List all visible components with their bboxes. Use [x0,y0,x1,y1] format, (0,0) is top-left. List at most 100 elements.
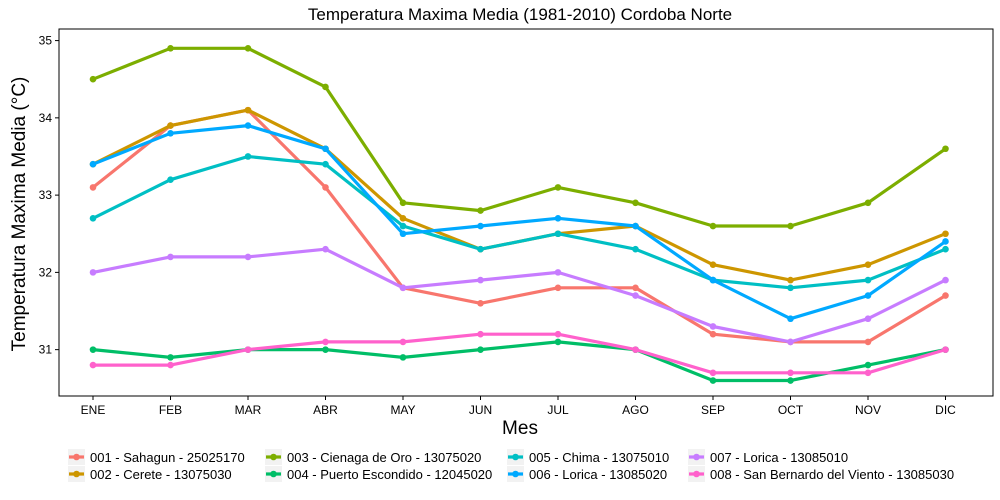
series-line [92,154,947,290]
data-point [787,222,794,230]
data-point [787,369,794,377]
data-point [399,230,407,238]
data-point [89,214,97,222]
legend-label: 004 - Puerto Escondido - 12045020 [287,467,492,482]
data-point [632,292,639,299]
legend-label: 007 - Lorica - 13085010 [710,450,848,465]
data-point [322,83,329,91]
legend-item: 005 - Chima - 13075010 [507,449,669,465]
x-tick-label: OCT [778,403,804,417]
legend-item: 004 - Puerto Escondido - 12045020 [265,466,492,482]
data-point [864,199,872,207]
x-tick-label: SEP [701,403,725,417]
y-tick-label: 35 [39,34,53,48]
data-point [477,346,484,353]
data-point [322,184,329,191]
data-point [787,276,794,284]
y-tick-label: 34 [39,111,53,125]
data-point [167,361,174,369]
series-layer [89,45,949,384]
legend-label: 001 - Sahagun - 25025170 [90,450,245,465]
chart-title: Temperatura Maxima Media (1981-2010) Cor… [308,5,732,24]
legend: 001 - Sahagun - 25025170 002 - Cerete - 1… [68,449,954,482]
data-point [554,230,562,238]
data-point [477,330,484,338]
legend-label: 006 - Lorica - 13085020 [529,467,667,482]
x-tick-label: ENE [81,403,106,417]
data-point [399,199,407,207]
y-tick-label: 31 [39,343,53,357]
data-point [632,245,639,253]
data-point [322,346,329,353]
data-point [244,153,252,160]
data-point [554,338,562,346]
data-point [787,315,794,323]
data-point [89,269,97,276]
data-point [477,207,484,214]
series-line [92,46,947,228]
data-point [942,145,949,153]
y-axis-label: Temperatura Maxima Media (°C) [9,77,30,352]
data-point [942,245,949,253]
data-point [89,346,97,353]
data-point [244,45,252,52]
legend-label: 008 - San Bernardo del Viento - 13085030 [710,467,954,482]
data-point [399,284,407,292]
data-point [89,361,97,369]
data-point [477,299,484,307]
data-point [787,284,794,292]
data-point [322,145,329,153]
data-point [864,338,872,346]
legend-key-point [512,453,519,461]
data-point [942,292,949,299]
data-point [554,214,562,222]
data-point [167,122,174,129]
x-tick-label: DIC [935,403,956,417]
data-point [942,276,949,284]
data-point [787,338,794,346]
legend-item: 007 - Lorica - 13085010 [688,449,848,465]
data-point [167,176,174,183]
legend-key-point [73,453,80,461]
x-tick-label: MAR [235,403,262,417]
series-7 [89,245,949,346]
data-point [244,346,252,353]
x-tick-label: FEB [159,403,182,417]
data-point [167,253,174,261]
legend-key-point [270,453,277,461]
series-6 [89,122,949,323]
x-tick-label: MAY [390,403,415,417]
data-point [787,377,794,384]
series-5 [89,153,949,292]
legend-item: 003 - Cienaga de Oro - 13075020 [265,449,481,465]
data-point [244,122,252,129]
data-point [89,160,97,168]
data-point [632,346,639,353]
data-point [709,369,717,377]
data-point [942,238,949,245]
y-axis: 31 32 33 34 35 [39,34,59,357]
x-tick-label: AGO [622,403,649,417]
data-point [942,346,949,353]
data-point [322,245,329,253]
data-point [632,199,639,207]
data-point [554,330,562,338]
data-point [709,222,717,230]
data-point [709,323,717,330]
data-point [399,338,407,346]
data-point [632,222,639,230]
data-point [942,230,949,238]
data-point [89,75,97,83]
data-point [244,106,252,114]
data-point [864,276,872,284]
y-tick-label: 32 [39,265,53,279]
legend-key-point [73,470,80,478]
legend-item: 001 - Sahagun - 25025170 [68,449,245,465]
x-axis: ENE FEB MAR ABR MAY JUN JUL AGO SEP OCT NOV DIC [81,396,956,417]
x-tick-label: JUL [547,403,569,417]
data-point [554,269,562,276]
legend-label: 003 - Cienaga de Oro - 13075020 [287,450,481,465]
legend-item: 008 - San Bernardo del Viento - 13085030 [688,466,954,482]
data-point [477,276,484,284]
